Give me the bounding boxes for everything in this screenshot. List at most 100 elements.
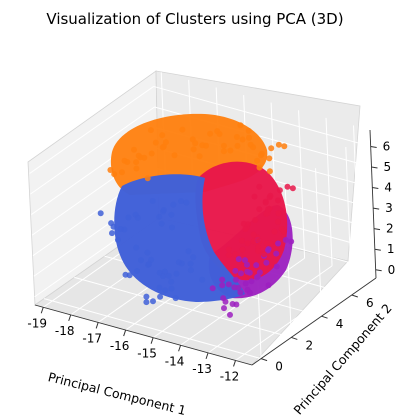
- z-tick-label: 2: [386, 222, 394, 236]
- data-point: [242, 280, 249, 287]
- data-point: [232, 251, 239, 258]
- z-grid-line: [153, 85, 371, 147]
- data-point: [187, 260, 194, 267]
- data-point: [108, 220, 115, 227]
- z-tick-mark: [375, 269, 382, 272]
- data-point: [266, 168, 273, 175]
- data-point: [265, 206, 272, 213]
- data-point: [169, 224, 175, 231]
- x-tick-label: -14: [165, 354, 185, 368]
- data-point: [238, 237, 245, 244]
- data-point: [156, 284, 163, 291]
- data-point: [168, 278, 175, 285]
- x-tick-label: -18: [55, 324, 75, 338]
- data-point: [265, 246, 272, 252]
- data-point: [165, 272, 172, 279]
- data-point: [275, 240, 282, 247]
- x-grid-line: [207, 265, 333, 354]
- data-point: [288, 238, 295, 245]
- data-point: [263, 240, 270, 247]
- x-tick-mark: [68, 314, 72, 322]
- data-point: [250, 231, 257, 238]
- data-point: [220, 295, 227, 302]
- data-point: [256, 164, 263, 171]
- x-axis-line: [34, 304, 253, 366]
- y-tick-mark: [260, 358, 268, 362]
- data-point: [171, 152, 178, 159]
- data-point: [281, 143, 288, 150]
- data-point: [183, 199, 190, 206]
- z-tick-label: 3: [385, 201, 393, 215]
- data-point: [124, 159, 131, 165]
- data-point: [233, 134, 240, 140]
- data-point: [199, 276, 206, 283]
- data-point: [263, 259, 270, 266]
- y-grid-line: [74, 276, 292, 338]
- data-point: [246, 289, 253, 296]
- data-point: [162, 287, 169, 294]
- data-point: [253, 262, 260, 269]
- data-point: [267, 192, 274, 199]
- data-point: [280, 228, 287, 235]
- data-point: [185, 248, 192, 255]
- data-point: [149, 198, 156, 204]
- x-tick-mark: [40, 307, 44, 314]
- data-point: [168, 211, 175, 218]
- data-point: [111, 171, 118, 178]
- data-point: [265, 282, 272, 289]
- z-tick-mark: [371, 166, 378, 169]
- data-point: [97, 210, 104, 217]
- data-point: [248, 278, 255, 285]
- data-point: [244, 240, 251, 247]
- z-tick-label: 0: [388, 263, 396, 277]
- y-tick-label: 4: [336, 317, 344, 331]
- y-tick-label: 6: [366, 296, 374, 310]
- x-tick-label: -17: [82, 331, 102, 345]
- data-point: [247, 141, 254, 148]
- data-point: [232, 267, 239, 274]
- data-point: [254, 157, 261, 164]
- y-grid-line: [345, 146, 353, 295]
- cluster-red: [195, 161, 288, 281]
- data-point: [242, 226, 249, 232]
- data-point: [199, 142, 206, 149]
- data-point: [273, 263, 280, 270]
- data-point: [275, 141, 282, 148]
- data-point: [160, 207, 167, 213]
- data-point: [143, 293, 150, 300]
- data-point: [258, 150, 265, 157]
- data-point: [271, 228, 278, 235]
- data-point: [225, 246, 232, 253]
- data-point: [143, 299, 150, 306]
- data-point: [256, 206, 263, 213]
- data-point: [284, 183, 291, 190]
- data-point: [133, 244, 140, 251]
- data-point: [147, 127, 154, 134]
- cluster-blue: [114, 174, 245, 302]
- data-point: [227, 147, 234, 154]
- data-point: [268, 145, 275, 152]
- data-point: [276, 187, 283, 194]
- data-point: [134, 268, 140, 274]
- data-point: [168, 285, 175, 292]
- x-tick-mark: [205, 352, 209, 360]
- data-point: [251, 193, 258, 200]
- data-point: [207, 130, 214, 137]
- data-point: [138, 257, 144, 264]
- x-grid-line: [353, 125, 361, 274]
- data-point: [275, 218, 281, 225]
- data-point: [273, 250, 280, 257]
- x-tick-label: -12: [220, 369, 240, 383]
- z-grid-line: [29, 86, 154, 174]
- data-point: [117, 226, 124, 232]
- data-point: [107, 167, 114, 173]
- data-point: [238, 270, 244, 277]
- data-point: [246, 134, 252, 141]
- data-point: [225, 281, 232, 288]
- data-point: [133, 159, 140, 166]
- data-point: [172, 295, 179, 302]
- axis-lines: [34, 129, 382, 367]
- data-point: [266, 155, 273, 162]
- data-point: [150, 298, 156, 305]
